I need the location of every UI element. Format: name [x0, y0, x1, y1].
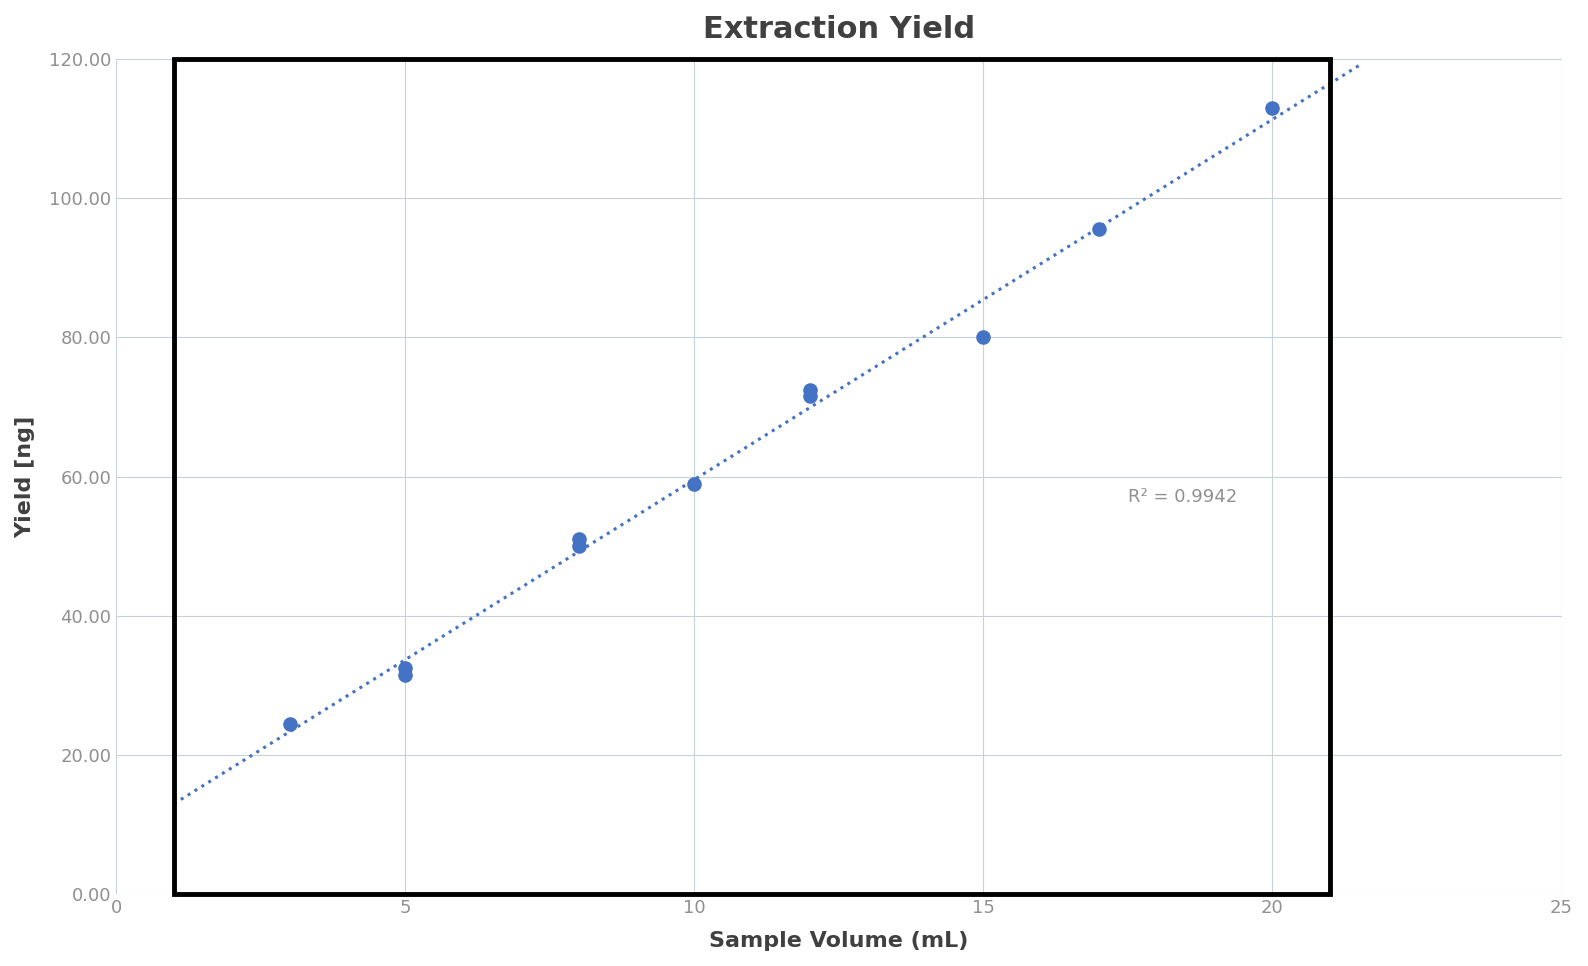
Point [392, 661, 418, 676]
Point [1086, 221, 1112, 237]
Point [565, 538, 591, 554]
Point [797, 388, 823, 404]
Point [392, 668, 418, 683]
X-axis label: Sample Volume (mL): Sample Volume (mL) [710, 931, 969, 951]
Point [565, 531, 591, 547]
Point [1259, 99, 1285, 115]
Point [797, 382, 823, 397]
Text: R² = 0.9942: R² = 0.9942 [1127, 489, 1237, 506]
Bar [175, 59, 1331, 895]
Point [276, 716, 302, 731]
Title: Extraction Yield: Extraction Yield [703, 15, 975, 44]
Point [681, 476, 707, 492]
Y-axis label: Yield [ng]: Yield [ng] [14, 415, 35, 538]
Point [970, 329, 996, 345]
